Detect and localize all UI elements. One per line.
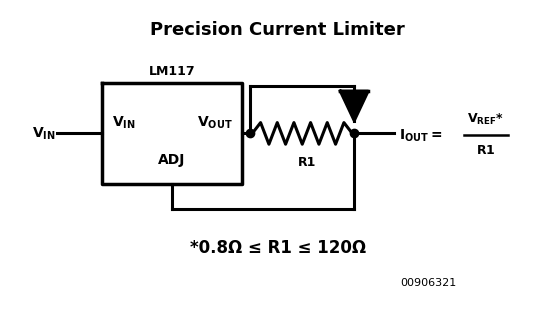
Text: $\mathbf{V_{IN}}$: $\mathbf{V_{IN}}$ <box>112 114 135 131</box>
Text: 00906321: 00906321 <box>400 278 457 288</box>
Text: $\mathbf{V_{IN}}$: $\mathbf{V_{IN}}$ <box>33 125 56 142</box>
Text: $\mathbf{I_{OUT}}$$\mathbf{ = }$: $\mathbf{I_{OUT}}$$\mathbf{ = }$ <box>399 127 442 144</box>
Text: $\mathbf{R1}$: $\mathbf{R1}$ <box>476 144 496 157</box>
Polygon shape <box>340 91 368 121</box>
Text: R1: R1 <box>298 156 316 169</box>
Text: LM117: LM117 <box>149 65 195 78</box>
Text: ADJ: ADJ <box>158 153 186 167</box>
Text: $\mathbf{V_{REF}}$$\mathbf{*}$: $\mathbf{V_{REF}}$$\mathbf{*}$ <box>467 112 504 127</box>
Text: *0.8Ω ≤ R1 ≤ 120Ω: *0.8Ω ≤ R1 ≤ 120Ω <box>190 239 366 257</box>
Text: Precision Current Limiter: Precision Current Limiter <box>150 21 405 39</box>
Text: $\mathbf{V_{OUT}}$: $\mathbf{V_{OUT}}$ <box>197 114 233 131</box>
